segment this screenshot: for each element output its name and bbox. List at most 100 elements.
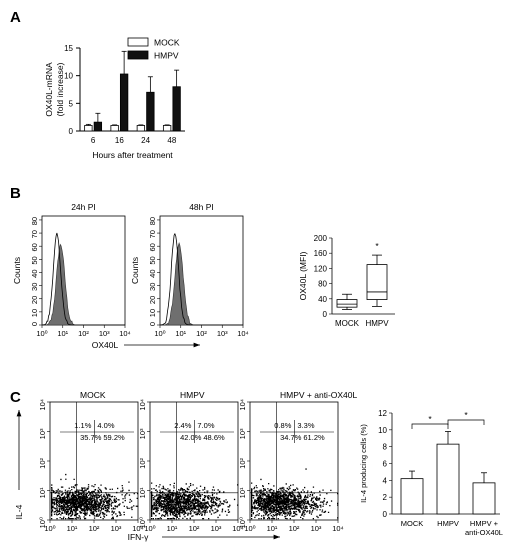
b-y-tick-label: 30 <box>148 283 157 291</box>
c-x-axis-label: IFN-γ <box>128 532 150 542</box>
b-x-tick-label: 10⁰ <box>154 329 165 338</box>
b-x-tick-label: 10² <box>78 329 89 338</box>
b-histogram-mock <box>41 232 125 326</box>
b-x-tick-label: 10³ <box>217 329 228 338</box>
b-y-tick-label: 30 <box>30 283 39 291</box>
b-y-tick-label: 20 <box>30 296 39 304</box>
a-x-tick-label: 24 <box>141 136 150 145</box>
b-box-y-tick-label: 40 <box>318 295 327 304</box>
c-y-axis-label: IL-4 <box>14 504 24 519</box>
c-bar-y-axis-label: IL-4 producing cells (%) <box>359 424 368 503</box>
b-box-x-tick-label: MOCK <box>335 319 360 328</box>
c-y-tick-label: 10¹ <box>238 487 247 498</box>
b-y-tick-label: 80 <box>148 217 157 225</box>
c-dotplot-events <box>251 468 339 520</box>
b-y-axis-label: Counts <box>12 257 22 284</box>
a-bar <box>110 125 119 132</box>
a-legend-swatch <box>127 37 149 47</box>
c-x-tick-label: 10⁰ <box>44 524 55 533</box>
c-dotplot-dots <box>51 473 139 520</box>
c-dotplot-events <box>51 473 139 520</box>
b-histogram-title: 48h PI <box>189 202 214 212</box>
c-bar-y-tick-label: 12 <box>378 409 387 418</box>
c-x-tick-label: 10³ <box>211 524 222 533</box>
a-x-tick-label: 48 <box>167 136 176 145</box>
c-quadrant-lr: 59.2% <box>103 433 125 442</box>
c-bar-x-tick-label: HMPV + <box>470 519 499 528</box>
b-x-tick-label: 10¹ <box>57 329 68 338</box>
c-x-tick-label: 10³ <box>311 524 322 533</box>
b-x-tick-label: 10⁴ <box>237 329 249 338</box>
c-bar <box>436 443 460 515</box>
c-y-tick-label: 10² <box>38 458 47 469</box>
a-y-tick-label: 15 <box>64 44 73 53</box>
panel-label-c: C <box>10 389 21 406</box>
c-quadrant-ur: 7.0% <box>197 421 214 430</box>
c-x-tick-label: 10⁴ <box>332 524 344 533</box>
b-y-tick-label: 50 <box>30 256 39 264</box>
a-y-axis-label: (fold increase) <box>55 62 65 116</box>
c-quadrant-ul: 2.4% <box>174 421 191 430</box>
c-bar-y-tick-label: 6 <box>383 460 388 469</box>
c-dotplot-title: MOCK <box>80 390 106 400</box>
a-bar <box>119 73 129 132</box>
c-bar-y-tick-label: 2 <box>383 493 388 502</box>
panel-label-a: A <box>10 9 21 26</box>
a-bar <box>136 125 146 132</box>
c-y-tick-label: 10³ <box>138 428 147 439</box>
b-y-tick-label: 10 <box>148 309 157 317</box>
b-y-tick-label: 60 <box>148 243 157 251</box>
b-y-tick-label: 80 <box>30 217 39 225</box>
b-x-tick-label: 10³ <box>99 329 110 338</box>
c-y-tick-label: 10⁰ <box>238 517 247 528</box>
c-quadrant-ur: 4.0% <box>97 421 114 430</box>
c-quadrant-ur: 3.3% <box>297 421 314 430</box>
c-bar-y-tick-label: 8 <box>383 443 388 452</box>
c-quadrant-ll: 42.0% <box>180 433 202 442</box>
c-x-tick-label: 10¹ <box>267 524 278 533</box>
b-box-y-tick-label: 120 <box>314 264 328 273</box>
b-box-y-tick-label: 80 <box>318 280 327 289</box>
b-y-tick-label: 40 <box>30 269 39 277</box>
b-y-tick-label: 0 <box>148 322 157 326</box>
c-x-tick-label: 10⁰ <box>144 524 155 533</box>
b-x-tick-label: 10⁴ <box>119 329 131 338</box>
c-quadrant-lr: 61.2% <box>303 433 325 442</box>
b-histogram-mock <box>159 232 243 326</box>
b-y-tick-label: 60 <box>30 243 39 251</box>
c-x-tick-label: 10¹ <box>167 524 178 533</box>
a-y-tick-label: 10 <box>64 72 73 81</box>
b-box-y-axis-label: OX40L (MFI) <box>298 251 308 300</box>
b-box <box>336 299 358 308</box>
a-legend-label: MOCK <box>154 38 180 48</box>
a-y-tick-label: 5 <box>69 99 74 108</box>
b-y-axis-label: Counts <box>130 257 140 284</box>
c-y-tick-label: 10¹ <box>138 487 147 498</box>
b-y-tick-label: 50 <box>148 256 157 264</box>
a-x-tick-label: 16 <box>115 136 124 145</box>
a-legend-swatch <box>127 50 149 60</box>
a-y-axis-label: OX40L-mRNA <box>44 62 54 117</box>
c-bar <box>400 478 424 515</box>
c-y-tick-label: 10⁴ <box>138 399 147 411</box>
b-y-tick-label: 10 <box>30 309 39 317</box>
c-y-tick-label: 10¹ <box>38 487 47 498</box>
c-bar-y-tick-label: 4 <box>383 476 388 485</box>
c-quadrant-lr: 48.6% <box>203 433 225 442</box>
a-x-axis-label: Hours after treatment <box>92 150 173 160</box>
b-box-y-tick-label: 160 <box>314 249 328 258</box>
a-bar <box>172 86 181 132</box>
b-y-tick-label: 70 <box>148 230 157 238</box>
c-bar <box>472 482 496 515</box>
c-x-tick-label: 10⁰ <box>244 524 255 533</box>
a-legend-label: HMPV <box>154 51 179 61</box>
c-bar-bracket <box>411 423 449 429</box>
c-quadrant-ll: 34.7% <box>280 433 302 442</box>
c-y-tick-label: 10² <box>138 458 147 469</box>
c-y-tick-label: 10⁰ <box>38 517 47 528</box>
b-y-tick-label: 20 <box>148 296 157 304</box>
c-y-tick-label: 10⁴ <box>38 399 47 411</box>
c-quadrant-ul: 1.1% <box>74 421 91 430</box>
b-x-tick-label: 10¹ <box>175 329 186 338</box>
